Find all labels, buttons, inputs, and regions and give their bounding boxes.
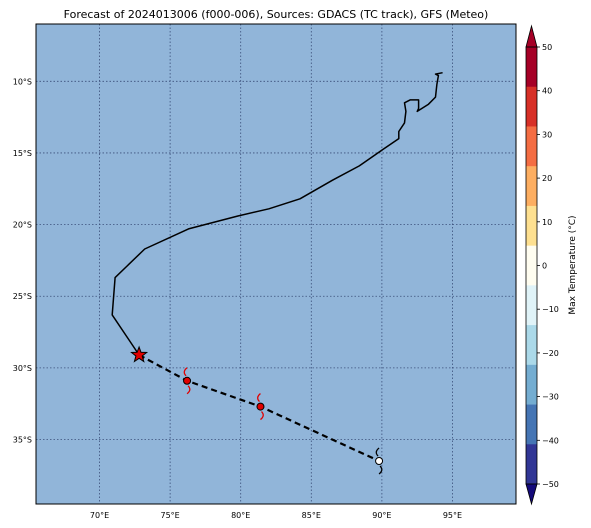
colorbar-segment bbox=[526, 47, 537, 68]
colorbar-tick-label: −40 bbox=[542, 436, 559, 445]
colorbar: 50 40 30 20 10 0 −10 −20 −30 −40 −50 bbox=[525, 24, 559, 506]
lat-tick-label: 35°S bbox=[13, 436, 32, 445]
colorbar-segment bbox=[526, 245, 537, 266]
colorbar-segment bbox=[526, 205, 537, 227]
colorbar-segment bbox=[526, 305, 537, 326]
lon-tick-label: 70°E bbox=[90, 511, 109, 520]
colorbar-tick-label: −20 bbox=[542, 349, 559, 358]
colorbar-segment bbox=[526, 166, 537, 187]
forecast-track-line bbox=[138, 354, 380, 462]
lon-tick-label: 90°E bbox=[372, 511, 391, 520]
colorbar-segment bbox=[526, 285, 537, 306]
colorbar-tick-label: −30 bbox=[542, 393, 559, 402]
colorbar-segment bbox=[526, 325, 537, 346]
colorbar-tick-label: 30 bbox=[542, 130, 552, 139]
colorbar-segment bbox=[526, 126, 537, 147]
colorbar-segment bbox=[526, 225, 537, 247]
colorbar-segment bbox=[526, 424, 537, 445]
tropical-storm-icon bbox=[256, 393, 265, 421]
lon-tick-label: 80°E bbox=[231, 511, 250, 520]
map-gridlines bbox=[36, 24, 516, 504]
colorbar-tick-label: 10 bbox=[542, 218, 552, 227]
colorbar-segment bbox=[526, 86, 537, 107]
colorbar-segment bbox=[526, 186, 537, 207]
colorbar-segment bbox=[526, 106, 537, 127]
current-position-star-icon bbox=[130, 345, 149, 363]
colorbar-tick-label: 50 bbox=[542, 43, 552, 52]
colorbar-tick-label: 0 bbox=[542, 262, 547, 271]
colorbar-extend-max bbox=[525, 24, 538, 48]
colorbar-segment bbox=[526, 265, 537, 286]
colorbar-segment bbox=[526, 66, 537, 88]
colorbar-segment bbox=[526, 364, 537, 386]
colorbar-segment bbox=[526, 384, 537, 405]
colorbar-tick-label: −50 bbox=[542, 480, 559, 489]
colorbar-segment bbox=[526, 404, 537, 425]
colorbar-extend-min bbox=[525, 483, 538, 506]
tropical-storm-icon bbox=[183, 367, 192, 395]
lon-tick-label: 95°E bbox=[443, 511, 462, 520]
observed-track-line bbox=[111, 71, 443, 356]
cyclone-track bbox=[111, 71, 443, 475]
colorbar-label: Max Temperature (°C) bbox=[568, 215, 578, 314]
latitude-tick-labels: 10°S 15°S 20°S 25°S 30°S 35°S bbox=[13, 77, 32, 444]
low-pressure-icon bbox=[375, 447, 384, 475]
colorbar-tick-label: −10 bbox=[542, 305, 559, 314]
ocean-background bbox=[36, 24, 516, 504]
colorbar-tick-label: 20 bbox=[542, 174, 552, 183]
colorbar-segment bbox=[526, 444, 537, 465]
map-panel: 70°E 75°E 80°E 85°E 90°E 95°E 10°S 15°S 20°S 25°… bbox=[13, 23, 517, 520]
lat-tick-label: 10°S bbox=[13, 77, 32, 86]
figure-title: Forecast of 2024013006 (f000-006), Sourc… bbox=[64, 8, 489, 21]
lat-tick-label: 20°S bbox=[13, 221, 32, 230]
longitude-tick-labels: 70°E 75°E 80°E 85°E 90°E 95°E bbox=[90, 511, 462, 520]
colorbar-segment bbox=[526, 344, 537, 366]
lat-tick-label: 15°S bbox=[13, 149, 32, 158]
lat-tick-label: 30°S bbox=[13, 364, 32, 373]
colorbar-tick-label: 40 bbox=[542, 87, 552, 96]
map-frame bbox=[35, 23, 517, 505]
colorbar-segment bbox=[526, 146, 537, 167]
lon-tick-label: 85°E bbox=[302, 511, 321, 520]
lon-tick-label: 75°E bbox=[161, 511, 180, 520]
lat-tick-label: 25°S bbox=[13, 292, 32, 301]
colorbar-segment bbox=[526, 464, 537, 485]
